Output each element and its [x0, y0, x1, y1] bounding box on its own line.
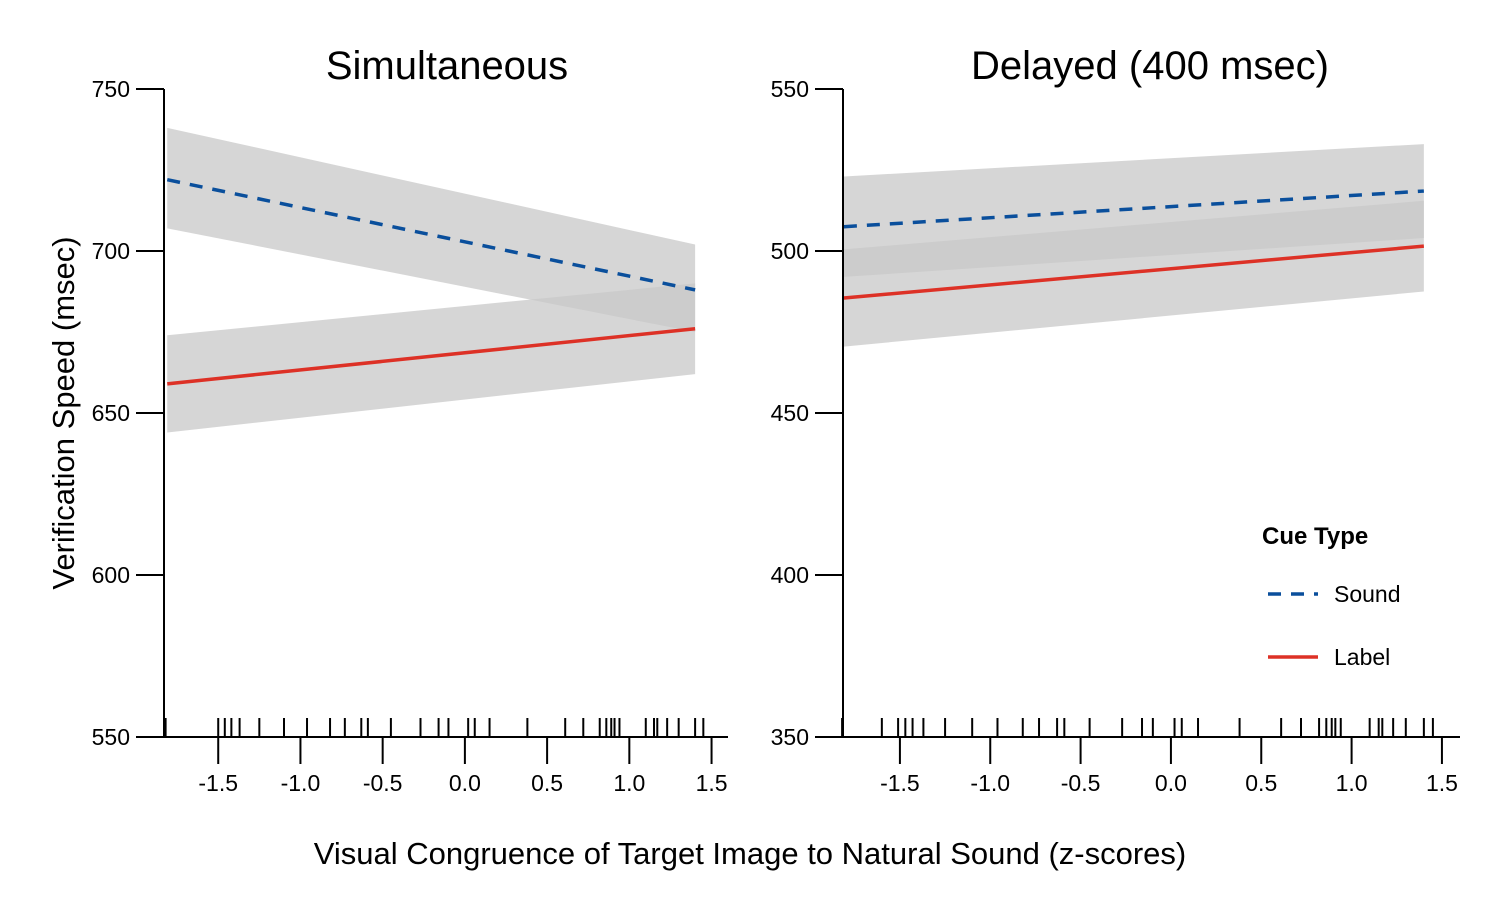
series-line-sound [843, 189, 1424, 229]
x-tick-label: 0.5 [1245, 770, 1277, 796]
x-tick-label: 0.0 [1155, 770, 1187, 796]
series-line-label [167, 327, 696, 386]
x-tick-label: 1.0 [613, 770, 645, 796]
panel-title: Simultaneous [326, 44, 568, 88]
x-tick-label: -1.0 [281, 770, 321, 796]
x-tick-label: 1.5 [1426, 770, 1458, 796]
legend-label-label: Label [1334, 644, 1390, 670]
y-tick-label: 600 [92, 562, 130, 588]
y-tick-label: 550 [92, 724, 130, 750]
x-axis-title: Visual Congruence of Target Image to Nat… [314, 836, 1186, 871]
y-tick-label: 450 [771, 400, 809, 426]
y-tick-label: 550 [771, 76, 809, 102]
panel-title: Delayed (400 msec) [971, 44, 1329, 88]
x-tick-label: -1.0 [970, 770, 1010, 796]
series-line-label [843, 244, 1425, 300]
series-line-sound [166, 178, 696, 292]
x-tick-label: -0.5 [1061, 770, 1101, 796]
y-tick-label: 750 [92, 76, 130, 102]
x-tick-label: 1.5 [696, 770, 728, 796]
x-tick-label: -1.5 [198, 770, 238, 796]
y-tick-label: 500 [771, 238, 809, 264]
x-tick-label: 0.0 [449, 770, 481, 796]
x-tick-label: 0.5 [531, 770, 563, 796]
y-tick-label: 700 [92, 238, 130, 264]
confidence-band-sound [167, 127, 696, 332]
y-tick-label: 400 [771, 562, 809, 588]
panel-delayed: Delayed (400 msec) 350 400 450 500 550 -1.5 -1… [771, 44, 1460, 796]
x-tick-label: -0.5 [363, 770, 403, 796]
legend: Cue Type Sound Label [1262, 523, 1401, 670]
y-tick-label: 350 [771, 724, 809, 750]
legend-label-sound: Sound [1334, 581, 1401, 607]
y-axis-title: Verification Speed (msec) [46, 236, 81, 589]
x-tick-label: 1.0 [1336, 770, 1368, 796]
legend-title: Cue Type [1262, 523, 1368, 550]
x-tick-label: -1.5 [880, 770, 920, 796]
y-tick-label: 650 [92, 400, 130, 426]
panel-simultaneous: Simultaneous 550 600 650 700 750 -1.5 -1.0 -0.5… [92, 44, 728, 796]
